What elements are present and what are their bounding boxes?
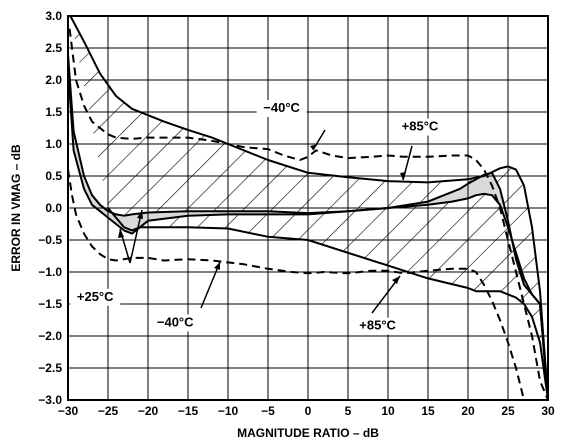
y-tick-label: 1.0 <box>45 137 62 151</box>
grid <box>67 15 549 401</box>
y-tick-label: 3.0 <box>45 9 62 23</box>
annotation-label: +25°C <box>77 289 114 304</box>
x-tick-label: 0 <box>305 404 312 418</box>
annotation-label: −40°C <box>263 100 300 115</box>
arrow-head <box>392 276 400 284</box>
annotation-bg <box>256 100 307 117</box>
annotation-bg <box>395 118 445 136</box>
y-tick-label: 2.5 <box>45 41 62 55</box>
x-tick-label: 20 <box>461 404 475 418</box>
x-tick-label: 30 <box>541 404 555 418</box>
x-tick-label: 25 <box>501 404 515 418</box>
y-tick-label: −0.5 <box>38 233 62 247</box>
annotation-leaders <box>118 129 413 314</box>
y-tick-label: 0.5 <box>45 169 62 183</box>
series-line-3 <box>68 67 548 400</box>
y-tick-label: −1.0 <box>38 265 62 279</box>
annotation-label: +85°C <box>402 119 439 134</box>
arrow-head <box>400 172 406 180</box>
plot-frame <box>67 15 549 401</box>
y-tick-label: 1.5 <box>45 105 62 119</box>
y-tick-label: −2.5 <box>38 361 62 375</box>
leader-line <box>200 261 221 309</box>
arrow-head <box>214 262 220 270</box>
x-tick-label: −25 <box>98 404 119 418</box>
series-line-5 <box>68 28 548 400</box>
y-tick-label: −2.0 <box>38 329 62 343</box>
annotations: −40°C +85°C +25°C −40°C +85°C <box>70 100 445 335</box>
x-tick-labels: −30 −25 −20 −15 −10 −5 0 5 10 15 20 25 30 <box>58 404 555 418</box>
arrow-head <box>118 229 124 238</box>
x-tick-label: 5 <box>345 404 352 418</box>
x-tick-label: −10 <box>218 404 239 418</box>
leader-line <box>129 209 143 264</box>
x-tick-label: −30 <box>58 404 79 418</box>
y-tick-label: 2.0 <box>45 73 62 87</box>
y-tick-labels: 3.0 2.5 2.0 1.5 1.0 0.5 0.0 −0.5 −1.0 −1.5 −2.0 −2.… <box>38 9 62 407</box>
arrow-head <box>310 144 318 150</box>
series-line-1 <box>69 16 548 400</box>
y-tick-label: −3.0 <box>38 393 62 407</box>
y-axis-title: ERROR IN VMAG – dB <box>9 144 23 272</box>
x-tick-label: −20 <box>138 404 159 418</box>
plot-border <box>67 15 549 401</box>
x-tick-label: 10 <box>381 404 395 418</box>
x-axis-title: MAGNITUDE RATIO – dB <box>237 426 379 440</box>
annotation-bg <box>150 314 201 332</box>
series-line-6 <box>68 169 525 400</box>
x-tick-label: −5 <box>261 404 275 418</box>
y-tick-label: 0.0 <box>45 201 62 215</box>
annotation-bg <box>70 288 121 306</box>
annotation-bg <box>352 317 403 335</box>
annotation-label: +85°C <box>359 318 396 333</box>
arrow-head <box>137 210 143 219</box>
annotation-label: −40°C <box>157 314 194 329</box>
x-tick-label: −15 <box>178 404 199 418</box>
y-tick-label: −1.5 <box>38 297 62 311</box>
x-tick-label: 15 <box>421 404 435 418</box>
